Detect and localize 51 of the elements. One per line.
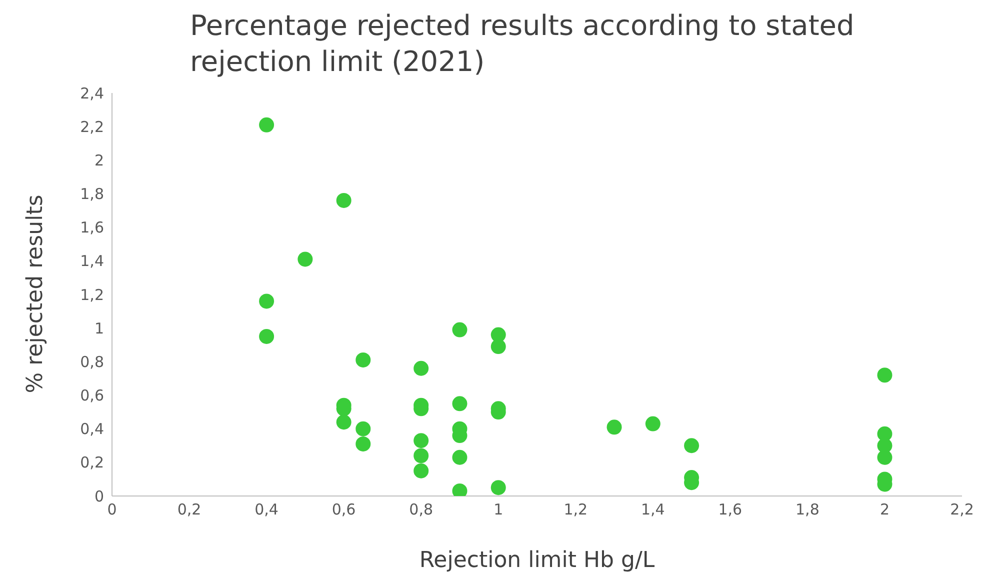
x-tick-label: 1: [494, 500, 504, 519]
point: [414, 448, 429, 464]
point: [452, 450, 468, 465]
point: [298, 252, 313, 267]
chart-title: Percentage rejected results according to stated rejection limit (2021): [190, 8, 856, 80]
y-tick-label: 0,2: [80, 454, 104, 472]
point: [356, 436, 371, 452]
x-tick-label: 1,2: [564, 500, 588, 519]
y-axis-title: % rejected results: [22, 194, 49, 396]
point: [414, 433, 429, 448]
y-tick-label: 2,4: [80, 84, 104, 102]
point: [336, 192, 352, 208]
x-tick-label: 0,4: [254, 500, 278, 519]
x-tick-label: 1,8: [796, 500, 820, 519]
y-tick-label: 1,8: [80, 185, 104, 204]
point: [490, 480, 506, 496]
point: [259, 294, 274, 309]
point: [336, 414, 352, 430]
x-tick-label: 2: [880, 500, 890, 519]
y-tick-label: 0,8: [80, 352, 104, 371]
y-tick-label: 1,4: [80, 252, 104, 270]
point: [684, 438, 700, 454]
x-tick-label: 0,8: [409, 500, 434, 519]
point: [877, 368, 892, 383]
point: [645, 416, 660, 432]
point: [356, 352, 371, 368]
point: [356, 421, 371, 436]
x-axis-title: Rejection limit Hb g/L: [418, 548, 656, 573]
x-tick-label: 1,6: [718, 500, 742, 519]
point: [452, 396, 468, 412]
y-tick-label: 0,6: [80, 386, 104, 405]
y-tick-label: 0,4: [80, 420, 104, 438]
x-tick-label: 0,6: [332, 500, 356, 519]
x-tick-label: 1,4: [640, 500, 665, 519]
y-tick-label: 1: [94, 319, 104, 338]
y-tick-label: 0: [94, 487, 104, 506]
point: [452, 322, 468, 338]
point: [877, 450, 892, 465]
point: [414, 463, 429, 478]
x-tick-label: 0: [107, 500, 117, 519]
point: [414, 360, 429, 376]
point: [606, 420, 622, 435]
y-tick-label: 1,6: [80, 218, 104, 237]
y-tick-label: 1,2: [80, 286, 104, 304]
point: [259, 328, 274, 344]
y-tick-label: 2,2: [80, 118, 104, 136]
point: [490, 339, 506, 354]
y-tick-label: 2: [94, 151, 104, 170]
x-tick-label: 2,2: [950, 500, 974, 519]
x-tick-label: 0,2: [177, 500, 202, 519]
point: [259, 117, 274, 132]
